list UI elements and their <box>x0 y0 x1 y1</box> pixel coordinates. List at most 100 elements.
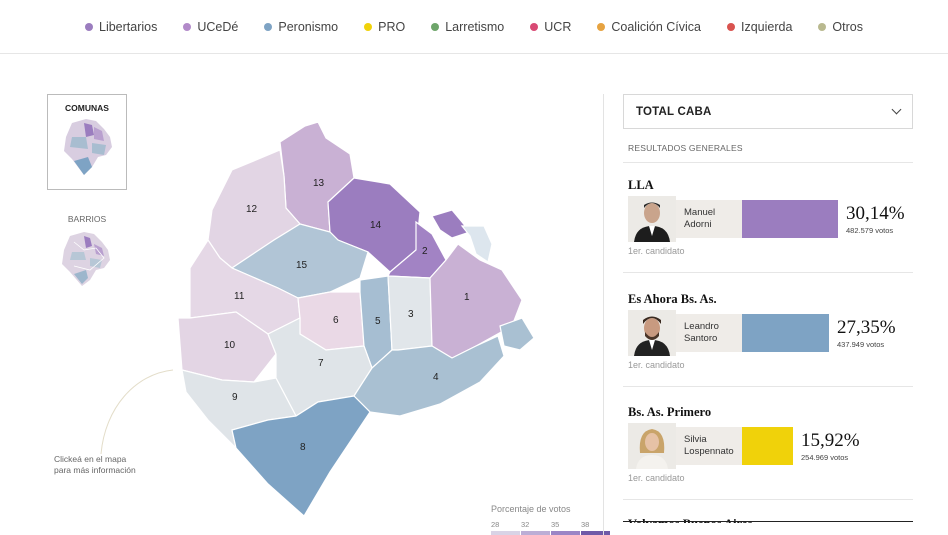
comuna-4[interactable] <box>353 335 505 417</box>
reserve-area <box>499 317 535 351</box>
legend-item-coalicion-civica: Coalición Cívica <box>597 20 701 34</box>
divider <box>623 272 913 273</box>
comuna-8[interactable] <box>231 395 371 517</box>
party-result-es-ahora[interactable]: Es Ahora Bs. As. Leandro Santoro 27,35% 4… <box>628 292 918 382</box>
party-name: Bs. As. Primero <box>628 405 712 419</box>
comuna-label-15: 15 <box>296 260 308 271</box>
barrios-toggle-label: BARRIOS <box>67 214 107 224</box>
candidate-first-name: Manuel <box>684 207 716 218</box>
port-docks <box>460 225 493 263</box>
legend-label: Peronismo <box>278 19 339 34</box>
results-section-title: RESULTADOS GENERALES <box>628 143 743 153</box>
legend-label: Otros <box>832 19 863 34</box>
percent-scale-ticks: 28 32 35 38 <box>491 520 611 529</box>
district-select-value: TOTAL CABA <box>636 105 712 118</box>
barrios-thumbnail-map[interactable] <box>60 230 114 288</box>
port-area <box>431 209 472 239</box>
vote-percentage: 30,14% <box>846 202 905 224</box>
candidate-name: Silvia Lospennato <box>676 427 742 465</box>
comuna-label-4: 4 <box>433 372 439 383</box>
candidate-row: Silvia Lospennato 15,92% 254.969 votos <box>628 423 860 469</box>
comuna-label-8: 8 <box>300 442 306 453</box>
legend-dot-icon <box>364 22 373 31</box>
legend-dot-icon <box>597 22 606 31</box>
divider <box>623 499 913 500</box>
scale-bar <box>521 531 550 535</box>
vote-percentage: 15,92% <box>801 429 860 451</box>
legend-label: Larretismo <box>445 19 505 34</box>
candidate-row: Manuel Adorni 30,14% 482.579 votos <box>628 196 905 242</box>
legend-item-otros: Otros <box>818 20 863 34</box>
comuna-label-13: 13 <box>313 178 325 189</box>
comuna-label-3: 3 <box>408 309 414 320</box>
result-values: 15,92% 254.969 votos <box>801 429 860 462</box>
comuna-label-11: 11 <box>234 291 245 302</box>
comunas-toggle-label: COMUNAS <box>65 103 109 113</box>
candidate-position: 1er. candidato <box>628 246 685 256</box>
candidate-row: Leandro Santoro 27,35% 437.949 votos <box>628 310 896 356</box>
comunas-thumbnail-map <box>64 119 112 175</box>
scale-bar <box>551 531 580 535</box>
scale-bar <box>491 531 520 535</box>
candidate-last-name: Lospennato <box>684 446 734 457</box>
candidate-name: Leandro Santoro <box>676 314 742 352</box>
legend-label: PRO <box>378 19 406 34</box>
comuna-label-10: 10 <box>224 340 236 351</box>
party-name: Es Ahora Bs. As. <box>628 292 717 306</box>
caba-comunas-map[interactable]: 13 14 2 12 15 11 1 6 5 3 10 7 4 9 8 <box>170 115 540 520</box>
comunas-view-toggle[interactable]: COMUNAS <box>47 94 127 190</box>
vote-count: 254.969 votos <box>801 452 849 462</box>
legend-dot-icon <box>264 22 273 31</box>
legend-dot-icon <box>530 22 539 31</box>
legend-item-izquierda: Izquierda <box>726 19 793 34</box>
party-result-bs-as-primero[interactable]: Bs. As. Primero Silvia Lospennato 15,92% … <box>628 405 918 495</box>
comuna-label-2: 2 <box>422 246 428 257</box>
candidate-photo <box>628 310 676 356</box>
scale-bar <box>581 531 610 535</box>
result-values: 30,14% 482.579 votos <box>846 202 905 235</box>
chevron-down-icon <box>891 104 902 115</box>
legend-item-larretismo: Larretismo <box>431 20 504 34</box>
divider <box>623 162 913 163</box>
hint-line-2: para más información <box>54 465 136 475</box>
legend-dot-icon <box>431 22 440 31</box>
legend-dot-icon <box>726 22 735 31</box>
vote-share-bar <box>742 314 829 352</box>
party-result-lla[interactable]: LLA Manuel Adorni 30,14% 482.579 votos 1e… <box>628 178 918 268</box>
comuna-label-9: 9 <box>232 392 238 403</box>
party-name-partial: Volvamos Buenos Aires <box>628 517 752 523</box>
legend-dot-icon <box>818 22 827 31</box>
legend-item-pro: PRO <box>364 20 405 34</box>
vote-percentage: 27,35% <box>837 316 896 338</box>
legend-dot-icon <box>183 22 192 31</box>
comuna-label-14: 14 <box>370 220 382 231</box>
divider <box>623 521 913 522</box>
vote-count: 437.949 votos <box>837 339 885 349</box>
candidate-last-name: Adorni <box>684 219 712 230</box>
legend-label: UCR <box>544 19 572 34</box>
candidate-photo <box>628 423 676 469</box>
legend-label: Coalición Cívica <box>611 19 701 34</box>
legend-label: UCeDé <box>197 19 239 34</box>
candidate-photo <box>628 196 676 242</box>
divider <box>623 386 913 387</box>
candidate-first-name: Leandro <box>684 321 719 332</box>
party-legend: Libertarios UCeDé Peronismo PRO Larretis… <box>0 0 948 54</box>
comuna-label-6: 6 <box>333 315 339 326</box>
legend-label: Izquierda <box>740 19 793 34</box>
district-select[interactable]: TOTAL CABA <box>623 94 913 129</box>
candidate-position: 1er. candidato <box>628 360 685 370</box>
candidate-position: 1er. candidato <box>628 473 685 483</box>
legend-item-peronismo: Peronismo <box>264 20 338 34</box>
comuna-label-12: 12 <box>246 204 258 215</box>
hint-line-1: Clickeá en el mapa <box>54 454 127 464</box>
scale-tick: 28 <box>491 520 500 529</box>
panel-divider <box>603 94 604 535</box>
scale-tick: 32 <box>521 520 530 529</box>
percent-scale-bars <box>491 531 611 535</box>
scale-tick: 38 <box>581 520 590 529</box>
vote-count: 482.579 votos <box>846 225 894 235</box>
percent-scale-title: Porcentaje de votos <box>491 504 571 514</box>
comuna-label-1: 1 <box>464 292 470 303</box>
legend-dot-icon <box>85 22 93 31</box>
